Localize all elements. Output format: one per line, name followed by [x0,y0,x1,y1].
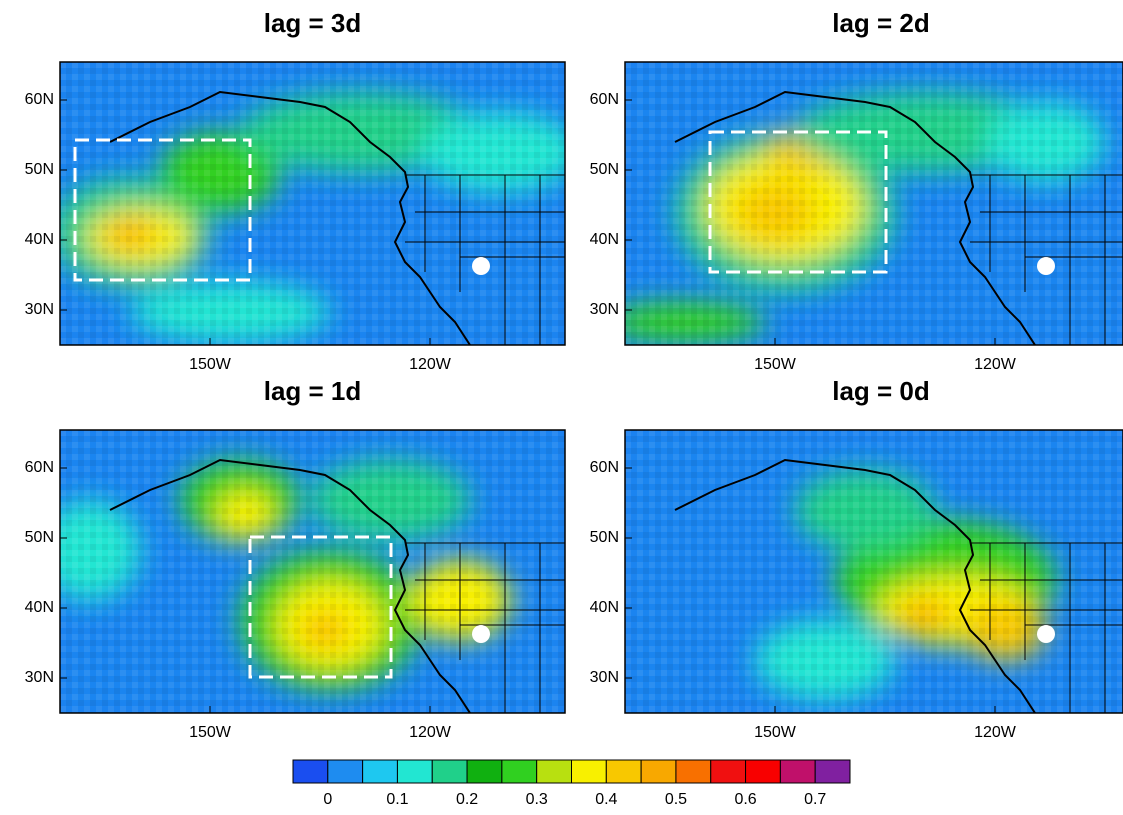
map-frame [624,61,1123,346]
lon-label: 150W [754,724,797,741]
lat-label: 30N [25,669,54,686]
lat-label: 50N [25,161,54,178]
site-marker [1037,257,1055,275]
pixel-noise [60,62,565,345]
state-borders [970,542,1123,713]
colorbar-box [536,759,572,784]
colorbar-box [710,759,747,784]
lon-label: 120W [974,724,1017,741]
lon-label: 120W [409,724,452,741]
panel-title: lag = 0d [832,376,930,406]
site-marker [472,257,490,275]
lat-label: 50N [25,529,54,546]
colorbar-label: 0.5 [665,791,687,808]
map-panel: lag = 2d 60N 50N 40N 30N 150W 120W [590,8,1123,373]
map-panel: lag = 0d 60N 50N 40N 30N 150W 120W [590,376,1123,741]
state-borders [405,174,565,345]
lat-label: 30N [590,669,619,686]
pixel-noise [625,430,1123,713]
colorbar-label: 0.4 [595,791,617,808]
coastline [674,90,1036,345]
panel-title: lag = 1d [264,376,362,406]
lat-label: 50N [590,161,619,178]
colorbar-label: 0.2 [456,791,478,808]
site-marker [1037,625,1055,643]
colorbar-box [571,759,607,784]
lon-label: 150W [189,356,232,373]
colorbar-label: 0.6 [734,791,756,808]
lon-label: 120W [974,356,1017,373]
colorbar-box [466,759,503,784]
colorbar-box [292,759,329,784]
region-box [248,535,393,679]
lat-label: 40N [25,599,54,616]
map-panel: lag = 3d 60N 50N 40N 30N 150W 120W [25,8,566,373]
colorbar-box [675,759,712,784]
colorbar-box [640,759,677,784]
map-field [625,430,1123,713]
state-borders [405,542,565,713]
coastline [109,458,471,713]
lat-label: 40N [25,231,54,248]
colorbar: 0 0.1 0.2 0.3 0.4 0.5 0.6 0.7 [292,759,851,808]
colorbar-box [605,759,642,784]
lon-label: 150W [754,356,797,373]
lat-label: 30N [25,301,54,318]
colorbar-box [501,759,538,784]
lat-label: 30N [590,301,619,318]
site-marker [472,625,490,643]
map-frame [624,429,1123,714]
map-frame [59,429,566,714]
lat-label: 50N [590,529,619,546]
map-field [60,62,565,345]
pixel-noise [625,62,1123,345]
panel-title: lag = 2d [832,8,930,38]
colorbar-box [431,759,468,784]
colorbar-box [396,759,433,784]
lat-label: 60N [590,91,619,108]
coastline [674,458,1036,713]
map-field [625,62,1123,345]
colorbar-box [779,759,816,784]
colorbar-box [745,759,781,784]
colorbar-box [814,759,851,784]
map-panel: lag = 1d 60N 50N 40N 30N 150W 120W [25,376,566,741]
map-frame [59,61,566,346]
colorbar-label: 0.7 [804,791,826,808]
region-box [73,138,252,282]
state-borders [970,174,1123,345]
lat-label: 60N [25,459,54,476]
colorbar-box [327,759,364,784]
colorbar-box [362,759,398,784]
panel-title: lag = 3d [264,8,362,38]
colorbar-label: 0.1 [386,791,408,808]
region-box [708,130,888,274]
lon-label: 150W [189,724,232,741]
colorbar-label: 0 [323,791,332,808]
pixel-noise [60,430,565,713]
lat-label: 40N [590,231,619,248]
coastline [109,90,471,345]
colorbar-label: 0.3 [526,791,548,808]
lat-label: 60N [590,459,619,476]
lon-label: 120W [409,356,452,373]
map-field [60,430,565,713]
lat-label: 60N [25,91,54,108]
lat-label: 40N [590,599,619,616]
